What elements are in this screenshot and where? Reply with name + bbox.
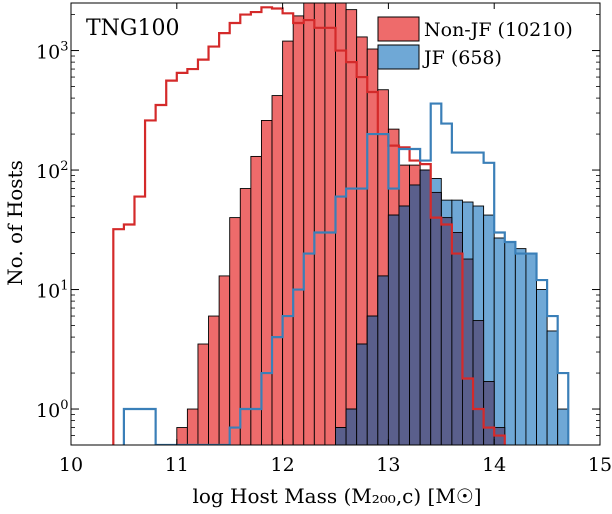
jf-bar-15: [493, 237, 506, 445]
legend: Non-JF (10210) JF (658): [377, 16, 573, 70]
plot-area: [112, 3, 570, 445]
non-jf-bar-14: [324, 3, 336, 445]
non-jf-bar-16: [345, 9, 358, 445]
non-jf-bar-15: [335, 3, 347, 445]
legend-label-jf: JF (658): [422, 47, 502, 69]
y-axis-label: No. of Hosts: [3, 160, 27, 286]
x-tick-label-1: 11: [165, 454, 189, 476]
non-jf-bar-0: [176, 427, 188, 445]
x-ticks: 10 11 12 13 14 15: [59, 3, 612, 476]
non-jf-bar-8: [260, 120, 273, 445]
non-jf-bar-2: [197, 343, 209, 445]
overlap-bar-10: [440, 217, 453, 445]
legend-label-non-jf: Non-JF (10210): [424, 19, 573, 41]
non-jf-bar-13: [313, 3, 326, 445]
non-jf-bar-9: [271, 95, 284, 445]
non-jf-bar-7: [250, 155, 262, 445]
non-jf-bar-10: [282, 40, 294, 445]
x-tick-label-5: 15: [588, 454, 612, 476]
overlap-bar-13: [472, 320, 485, 445]
overlap-bar-6: [398, 205, 411, 445]
panel-title: TNG100: [86, 16, 180, 41]
x-tick-label-4: 14: [482, 454, 506, 476]
step-outlines: [112, 6, 570, 445]
jf-bar-20: [546, 330, 559, 445]
overlap-bar-2: [356, 343, 368, 445]
overlap-bar-14: [483, 381, 495, 445]
overlap-bar-7: [409, 184, 421, 445]
non-jf-bar-11: [292, 15, 305, 445]
legend-swatch-non-jf: [377, 16, 420, 42]
overlap-bar-11: [451, 232, 463, 445]
non-jf-outline: [112, 6, 506, 445]
non-jf-bar-1: [186, 408, 199, 445]
x-axis-label: log Host Mass (M₂₀₀,c) [M☉]: [192, 484, 481, 508]
overlap-bar-0: [335, 427, 347, 445]
non-jf-bar-3: [208, 315, 220, 445]
overlap-bar-8: [419, 169, 432, 445]
overlap-bar-4: [377, 275, 389, 445]
x-tick-label-3: 13: [376, 454, 400, 476]
overlap-bar-3: [366, 315, 379, 445]
legend-swatch-jf: [377, 44, 420, 70]
overlap-bars: [335, 169, 506, 445]
overlap-bar-12: [462, 258, 474, 445]
jf-bar-17: [514, 248, 527, 445]
jf-bar-19: [536, 289, 548, 445]
overlap-bar-1: [345, 408, 358, 445]
axes-frame: [70, 2, 601, 446]
x-tick-label-2: 12: [271, 454, 295, 476]
non-jf-bar-5: [229, 217, 241, 445]
jf-bar-16: [504, 241, 516, 445]
x-tick-label-0: 10: [59, 454, 83, 476]
non-jf-bar-4: [218, 275, 231, 445]
overlap-bar-9: [430, 191, 442, 445]
axes: [70, 2, 601, 446]
jf-outline: [122, 102, 570, 445]
non-jf-bar-12: [303, 3, 315, 445]
jf-bar-21: [557, 408, 569, 445]
overlap-bar-5: [387, 214, 400, 445]
jf-bar-18: [525, 253, 537, 445]
non-jf-bar-6: [239, 188, 252, 445]
